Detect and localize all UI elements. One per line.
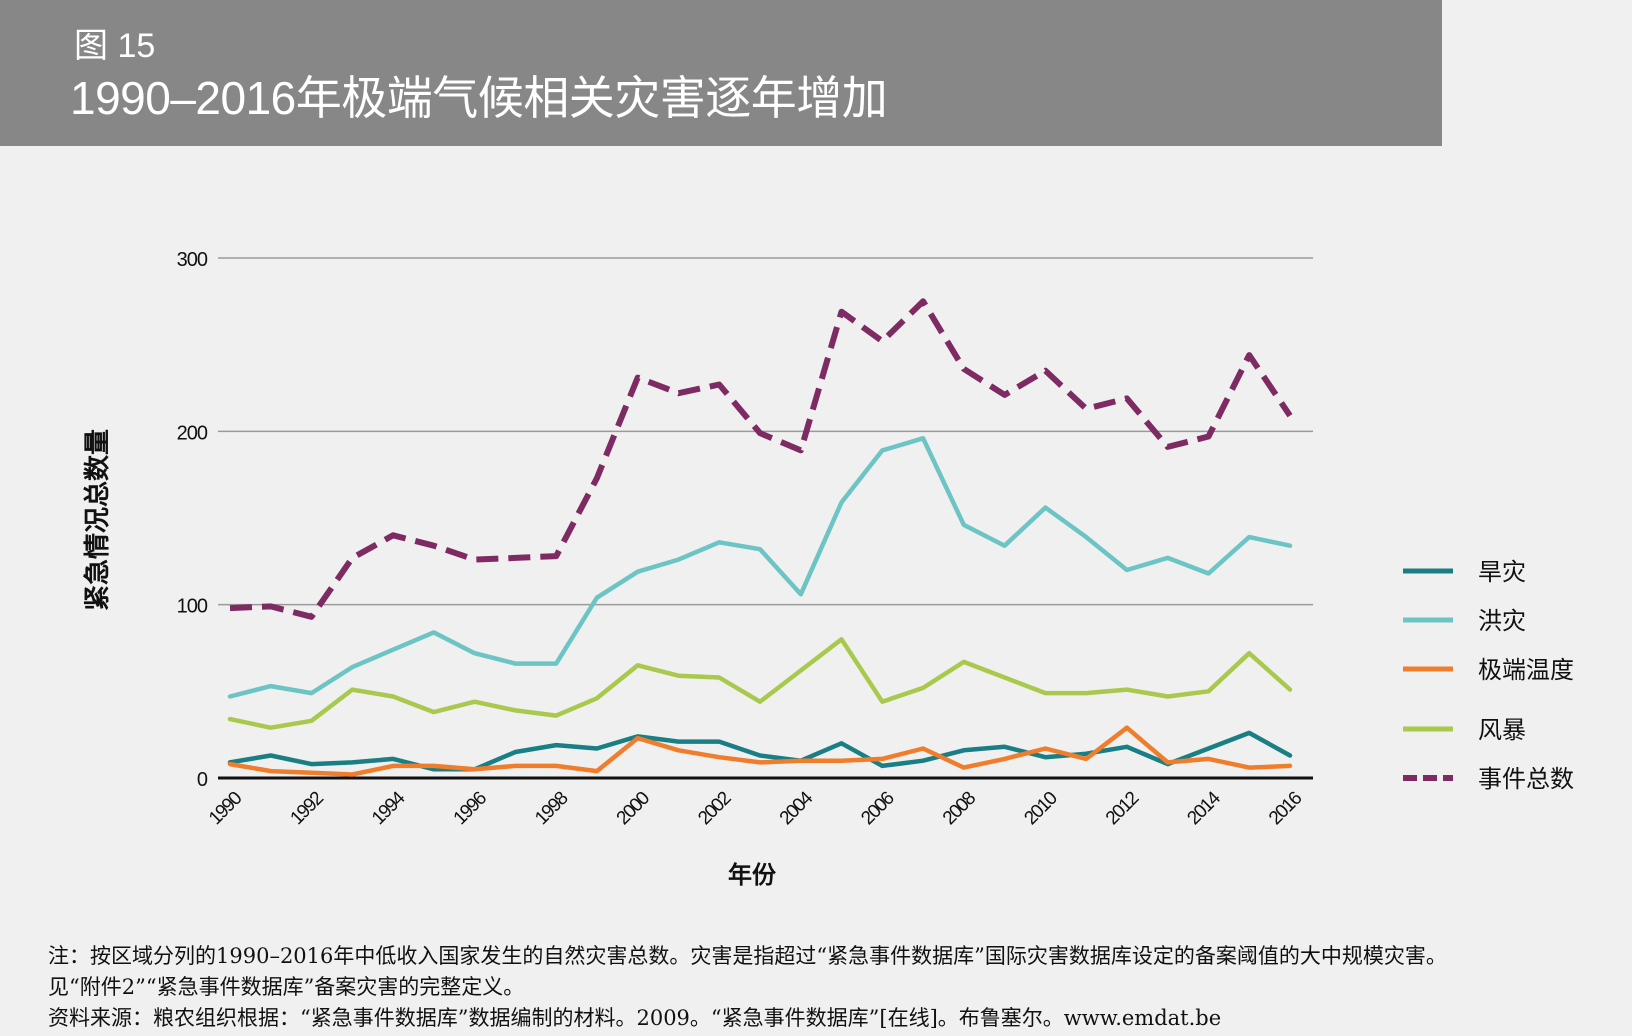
legend-label: 旱灾 <box>1478 558 1526 586</box>
footnote-line-2: 见“附件2”“紧急事件数据库”备案灾害的完整定义。 <box>48 975 525 999</box>
footnote-line-1: 注：按区域分列的1990–2016年中低收入国家发生的自然灾害总数。灾害是指超过… <box>48 944 1447 968</box>
y-tick-label: 300 <box>177 249 208 271</box>
series-line-3 <box>227 725 1293 777</box>
legend-label: 极端温度 <box>1478 656 1574 684</box>
x-tick-label: 2000 <box>613 788 654 829</box>
x-tick-label: 2016 <box>1265 788 1306 829</box>
line-chart: 0 100 200 300 1990 1992 1994 1996 1998 2000 2002 2… <box>83 249 1574 889</box>
x-tick-label: 2004 <box>776 787 818 829</box>
x-tick-label: 2010 <box>1020 788 1061 829</box>
figure-label: 图 15 <box>74 27 156 65</box>
series-lines <box>227 298 1293 777</box>
x-tick-label: 1992 <box>287 788 328 829</box>
series-line-5 <box>229 298 1293 620</box>
series-line-1 <box>227 730 1293 772</box>
series-line-4 <box>227 637 1293 730</box>
x-tick-label: 1990 <box>205 788 246 829</box>
y-tick-labels: 0 100 200 300 <box>177 249 209 791</box>
legend-label: 事件总数 <box>1478 765 1574 793</box>
x-tick-labels: 1990 1992 1994 1996 1998 2000 2002 2004 2006 2008… <box>205 787 1306 829</box>
legend-label: 风暴 <box>1478 716 1526 744</box>
x-tick-label: 1998 <box>531 788 572 829</box>
x-tick-label: 1996 <box>450 788 491 829</box>
x-tick-label: 2012 <box>1102 788 1143 829</box>
x-tick-label: 2014 <box>1183 787 1225 829</box>
y-tick-label: 0 <box>197 769 208 791</box>
y-tick-label: 100 <box>177 596 208 618</box>
series-line-2 <box>227 436 1293 699</box>
figure-title: 1990–2016年极端气候相关灾害逐年增加 <box>70 72 888 124</box>
x-tick-label: 1994 <box>368 787 410 829</box>
y-tick-label: 200 <box>177 422 208 444</box>
x-tick-label: 2006 <box>857 788 898 829</box>
x-axis-label: 年份 <box>728 861 777 889</box>
grid-lines <box>218 257 1313 780</box>
x-tick-label: 2002 <box>694 788 735 829</box>
header-band: 图 15 1990–2016年极端气候相关灾害逐年增加 <box>0 0 1442 146</box>
y-axis-label: 紧急情况总数量 <box>83 429 113 611</box>
footnote-line-3: 资料来源：粮农组织根据：“紧急事件数据库”数据编制的材料。2009。“紧急事件数… <box>48 1006 1222 1030</box>
legend-label: 洪灾 <box>1478 607 1526 635</box>
x-tick-label: 2008 <box>939 788 980 829</box>
